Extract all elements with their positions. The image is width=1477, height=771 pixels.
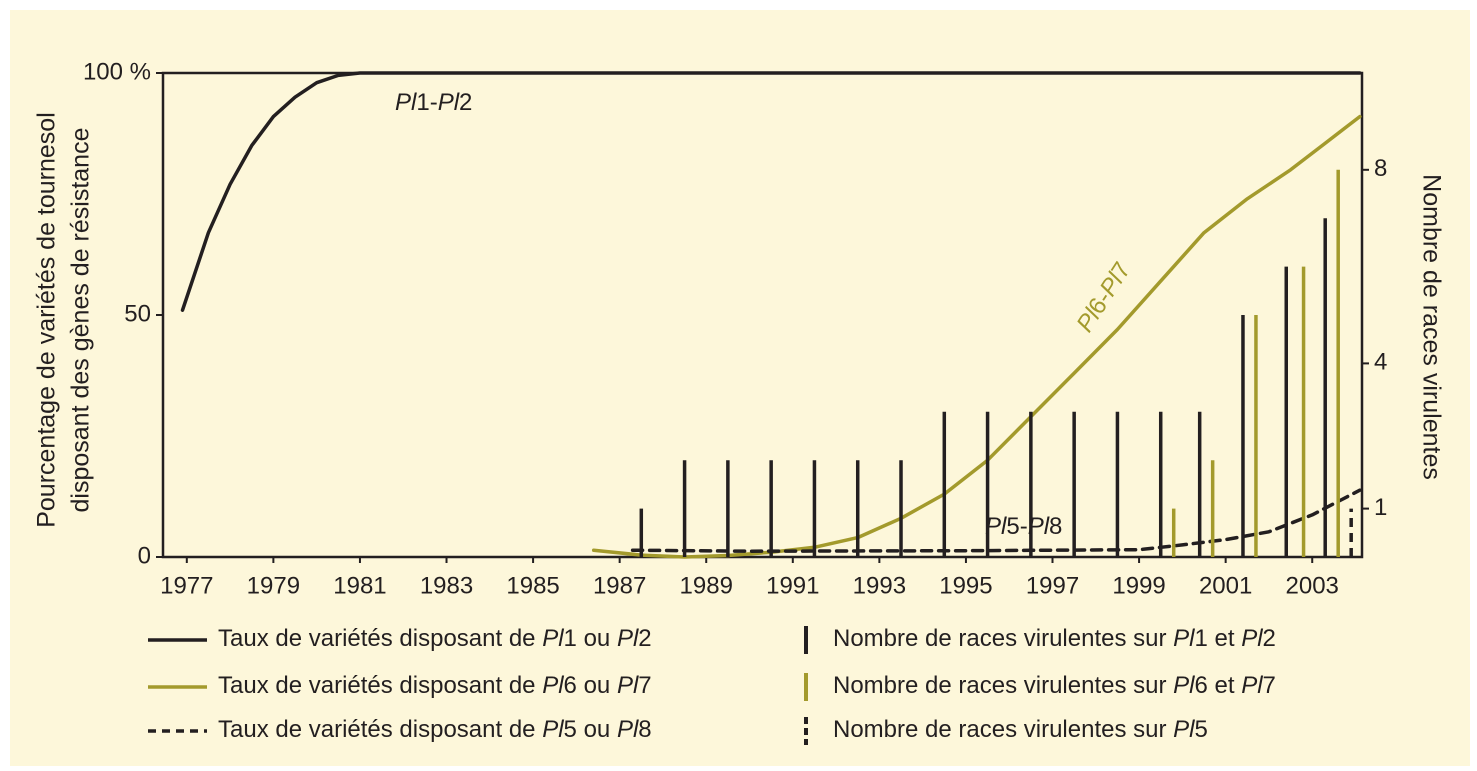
legend-label: Taux de variétés disposant de Pl1 ou Pl2 xyxy=(218,625,652,652)
x-tick-label: 1987 xyxy=(593,572,646,599)
y-tick-label: 0 xyxy=(138,542,151,569)
x-tick-label: 1997 xyxy=(1026,572,1079,599)
legend-label: Nombre de races virulentes sur Pl6 et Pl… xyxy=(833,672,1276,699)
line-series xyxy=(180,71,1362,312)
legend-item: Nombre de races virulentes sur Pl1 et Pl… xyxy=(804,625,1276,654)
legend-label: Taux de variétés disposant de Pl5 ou Pl8 xyxy=(218,716,652,743)
x-tick-label: 1981 xyxy=(333,572,386,599)
legend-label: Nombre de races virulentes sur Pl1 et Pl… xyxy=(833,625,1276,652)
x-tick-label: 1977 xyxy=(160,572,213,599)
y-axis-label: Pourcentage de variétés de tournesol xyxy=(33,112,61,528)
legend-item: Taux de variétés disposant de Pl6 ou Pl7 xyxy=(148,672,652,699)
y-axis-label: disposant des gènes de résistance xyxy=(67,128,95,513)
x-tick-label: 2001 xyxy=(1199,572,1252,599)
y2-axis-label: Nombre de races virulentes xyxy=(1417,174,1445,480)
x-tick-label: 1991 xyxy=(766,572,819,599)
legend-item: Nombre de races virulentes sur Pl5 xyxy=(804,716,1208,745)
x-tick-label: 1999 xyxy=(1112,572,1165,599)
legend-item: Taux de variétés disposant de Pl5 ou Pl8 xyxy=(148,716,652,743)
x-tick-label: 1985 xyxy=(506,572,559,599)
y2-tick-label: 1 xyxy=(1374,494,1387,521)
x-tick-label: 1989 xyxy=(680,572,733,599)
legend-label: Nombre de races virulentes sur Pl5 xyxy=(833,716,1208,743)
legend-item: Taux de variétés disposant de Pl1 ou Pl2 xyxy=(148,625,652,652)
x-tick-label: 2003 xyxy=(1286,572,1339,599)
legend-label: Taux de variétés disposant de Pl6 ou Pl7 xyxy=(218,672,652,699)
annotation: Pl1-Pl2 xyxy=(395,89,472,116)
x-tick-label: 1979 xyxy=(247,572,300,599)
y2-tick-label: 8 xyxy=(1374,155,1387,182)
y-tick-label: 100 % xyxy=(83,58,151,85)
x-tick-label: 1995 xyxy=(939,572,992,599)
line-series xyxy=(630,488,1362,553)
y2-tick-label: 4 xyxy=(1374,349,1387,376)
y-tick-label: 50 xyxy=(124,300,151,327)
x-tick-label: 1993 xyxy=(853,572,906,599)
background xyxy=(10,10,1470,766)
x-tick-label: 1983 xyxy=(420,572,473,599)
annotation: Pl5-Pl8 xyxy=(985,513,1062,540)
legend-item: Nombre de races virulentes sur Pl6 et Pl… xyxy=(804,672,1276,701)
